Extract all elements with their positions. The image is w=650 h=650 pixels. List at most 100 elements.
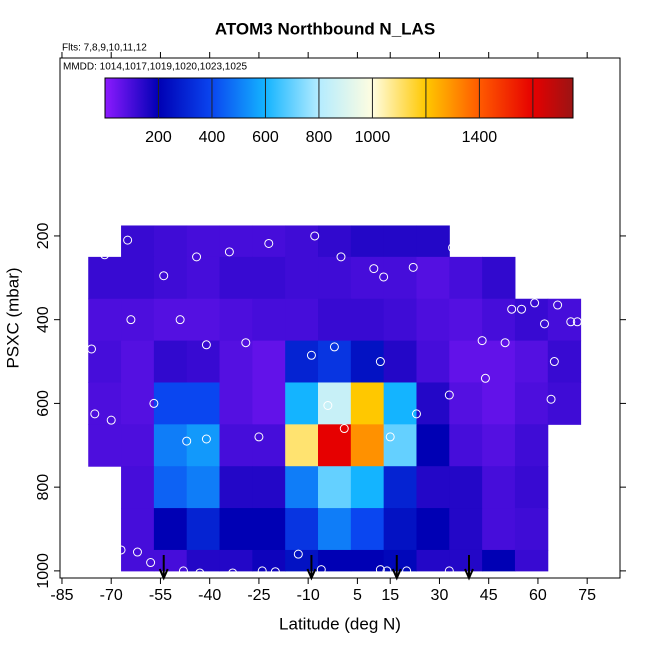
- x-tick-label: 60: [529, 587, 547, 604]
- sample-point: [310, 231, 320, 241]
- subtitle: Flts: 7,8,9,10,11,12: [62, 43, 147, 54]
- heatmap-cell: [153, 549, 188, 572]
- sample-point: [195, 568, 205, 578]
- heatmap-cell: [285, 508, 319, 551]
- heatmap-cell: [252, 424, 286, 467]
- sample-point: [549, 357, 559, 367]
- sample-point: [132, 547, 142, 557]
- heatmap-cell: [88, 424, 122, 467]
- heatmap-cell: [186, 424, 221, 467]
- heatmap-cell: [219, 424, 253, 467]
- heatmap-cell: [252, 549, 286, 572]
- heatmap-cell: [416, 466, 450, 509]
- heatmap-cell: [482, 466, 516, 509]
- heatmap-cell: [252, 382, 286, 425]
- heatmap-cell: [383, 298, 417, 342]
- sample-point: [546, 394, 556, 404]
- heatmap-cell: [285, 298, 319, 342]
- sample-point: [149, 398, 159, 408]
- sample-point: [517, 304, 527, 314]
- heatmap-cell: [219, 549, 253, 572]
- heatmap-cell: [482, 256, 516, 300]
- heatmap-cell: [252, 256, 286, 300]
- heatmap-cell: [514, 382, 549, 425]
- heatmap-cell: [186, 382, 221, 425]
- heatmap-cell: [153, 225, 188, 258]
- sample-point: [293, 549, 303, 559]
- sample-point: [336, 252, 346, 262]
- colorbar: [104, 77, 574, 119]
- heatmap-cell: [219, 225, 253, 258]
- heatmap-cell: [318, 382, 352, 425]
- heatmap-cell: [252, 298, 286, 342]
- sample-point: [87, 344, 97, 354]
- y-axis-label: PSXC (mbar): [3, 267, 22, 368]
- colorbar-tick-label: 200: [145, 129, 172, 146]
- heatmap-cell: [153, 256, 188, 300]
- sample-point: [540, 319, 550, 329]
- heatmap-cell: [219, 256, 253, 300]
- x-tick-label: -10: [297, 587, 320, 604]
- annotation: MMDD: 1014,1017,1019,1020,1023,1025: [63, 62, 247, 73]
- x-tick-label: 30: [431, 587, 449, 604]
- heatmap-cell: [383, 466, 417, 509]
- heatmap-cell: [121, 256, 155, 300]
- heatmap-cell: [318, 298, 352, 342]
- heatmap-cell: [416, 508, 450, 551]
- colorbar-tick-label: 1000: [355, 129, 391, 146]
- sample-point: [106, 415, 116, 425]
- sample-point: [178, 566, 188, 576]
- heatmap-cell: [153, 424, 188, 467]
- sample-point: [146, 558, 156, 568]
- heatmap-cell: [547, 298, 582, 342]
- heatmap-cell: [285, 256, 319, 300]
- heatmap-cell: [383, 340, 417, 383]
- heatmap-cell: [416, 382, 450, 425]
- heatmap-cell: [449, 340, 483, 383]
- x-tick-label: 15: [381, 587, 399, 604]
- heatmap-cell: [285, 424, 319, 467]
- heatmap-cell: [318, 256, 352, 300]
- sample-point: [369, 264, 379, 274]
- x-tick-label: -25: [247, 587, 270, 604]
- sample-point: [182, 436, 192, 446]
- heatmap-cell: [121, 340, 155, 383]
- heatmap-cell: [482, 549, 516, 572]
- sample-point: [159, 271, 169, 281]
- sample-point: [224, 247, 234, 257]
- heatmap-cell: [350, 225, 385, 258]
- heatmap-cell: [350, 382, 385, 425]
- heatmap-cell: [318, 549, 352, 572]
- heatmap-cell: [416, 256, 450, 300]
- sample-point: [375, 357, 385, 367]
- heatmap-cell: [416, 424, 450, 467]
- sample-point: [530, 298, 540, 308]
- heatmap-cell: [153, 382, 188, 425]
- heatmap-cell: [219, 298, 253, 342]
- colorbar-tick-label: 800: [306, 129, 333, 146]
- sample-point: [382, 566, 392, 576]
- heatmap-cell: [482, 340, 516, 383]
- sample-point: [444, 566, 454, 576]
- sample-point: [264, 238, 274, 248]
- heatmap-cell: [416, 225, 450, 258]
- sample-point: [477, 336, 487, 346]
- heatmap-cell: [121, 549, 155, 572]
- heatmap-cell: [350, 466, 385, 509]
- sample-point: [270, 567, 280, 577]
- heatmap: [88, 225, 582, 572]
- sample-point: [448, 243, 458, 253]
- heatmap-cell: [514, 549, 549, 572]
- sample-point: [566, 317, 576, 327]
- y-tick-label: 800: [35, 474, 52, 501]
- heatmap-cell: [186, 466, 221, 509]
- heatmap-cell: [121, 466, 155, 509]
- heatmap-cell: [547, 382, 582, 425]
- heatmap-cell: [121, 225, 155, 258]
- heatmap-cell: [186, 256, 221, 300]
- heatmap-cell: [514, 508, 549, 551]
- heatmap-cell: [285, 340, 319, 383]
- heatmap-cell: [383, 508, 417, 551]
- heatmap-cell: [416, 298, 450, 342]
